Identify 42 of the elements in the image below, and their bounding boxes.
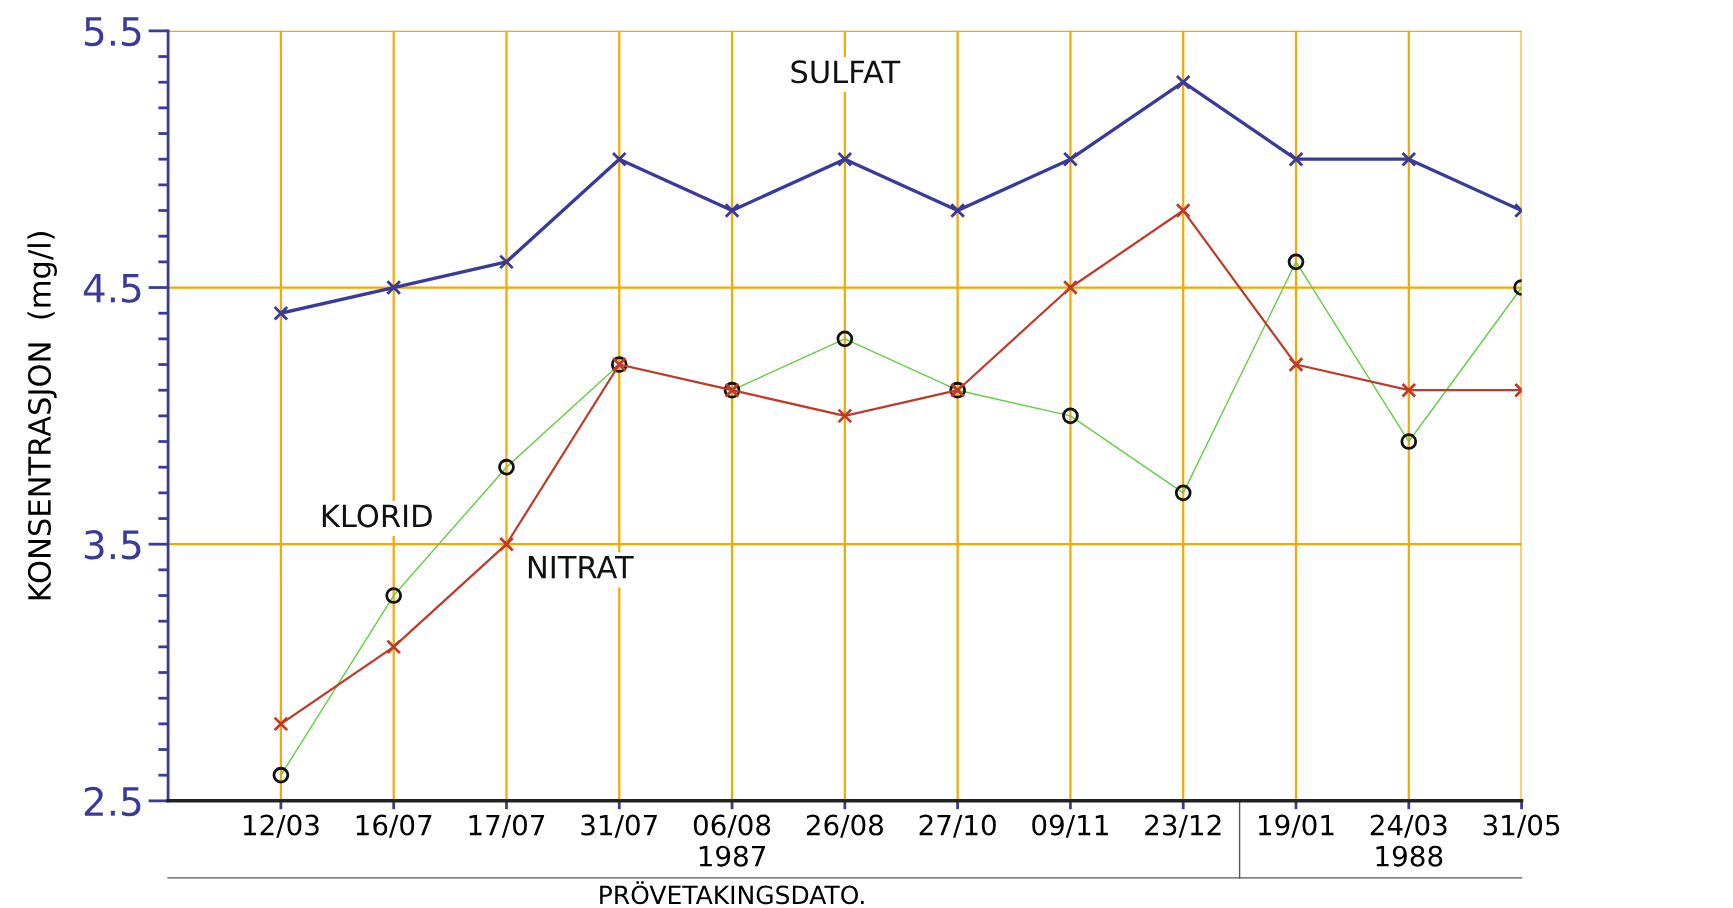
text: 1988 (1376, 845, 1443, 867)
text: SULFAT (791, 60, 901, 84)
point (386, 279, 402, 296)
point (949, 202, 966, 219)
point (273, 716, 289, 732)
point (1062, 151, 1079, 167)
x-tick-label: 24/03 (1370, 814, 1447, 838)
x-tick-label: 23/12 (1145, 814, 1221, 838)
y-tick-label: 2.5 (84, 786, 141, 817)
x-tick-label: 12/03 (243, 814, 319, 838)
text: 1987 (699, 845, 766, 867)
x-tick-label: 31/07 (581, 814, 657, 838)
point (1175, 202, 1191, 219)
series-label: NITRAT (528, 556, 634, 579)
x-tick-label: 19/01 (1259, 814, 1334, 838)
point (498, 536, 515, 552)
y-tick-label: 5.5 (84, 17, 141, 47)
point (1288, 356, 1304, 373)
x-tick-label: 06/08 (693, 814, 771, 838)
point (386, 639, 402, 655)
series-label: KLORID (322, 504, 432, 528)
point (1401, 382, 1417, 398)
point (498, 254, 515, 270)
point (1175, 74, 1191, 90)
point (724, 202, 740, 219)
point (611, 151, 627, 167)
x-axis-title: PRÖVETAKINGSDATO. (600, 881, 864, 905)
x-tick-label: 27/10 (919, 814, 996, 838)
y-axis-title: KONSENTRASJON (mg/l) (27, 232, 57, 600)
x-tick-label: 16/07 (356, 814, 432, 838)
x-tick-label: 17/07 (469, 814, 545, 838)
x-tick-label: 26/08 (806, 814, 883, 838)
point (273, 305, 289, 321)
x-tick-label: 31/05 (1483, 814, 1560, 838)
point (837, 151, 853, 167)
point (1401, 151, 1417, 167)
point (837, 408, 853, 424)
x-tick-label: 09/11 (1032, 814, 1108, 838)
y-tick-label: 3.5 (84, 530, 141, 560)
y-tick-label: 4.5 (83, 273, 141, 303)
point (1062, 279, 1079, 296)
point (1288, 151, 1304, 167)
